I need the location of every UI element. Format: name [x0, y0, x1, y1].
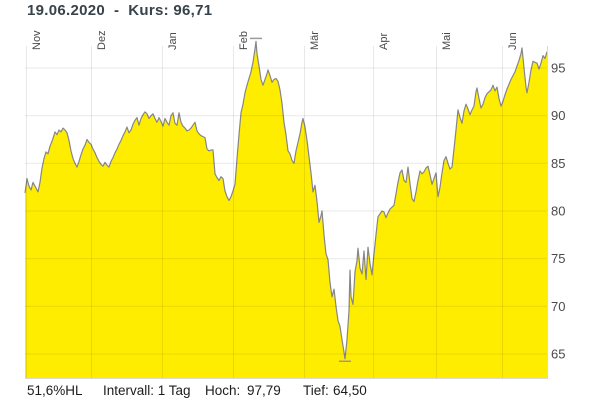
chart-title: 19.06.2020 - Kurs: 96,71 — [27, 2, 213, 19]
percent-hl-value: 51,6%HL — [27, 383, 83, 398]
high-value: 97,79 — [247, 383, 281, 398]
y-axis-price-label: 85 — [551, 156, 565, 171]
y-axis-price-label: 95 — [551, 61, 565, 76]
x-axis-month-label: Feb — [238, 31, 250, 50]
price-area — [25, 41, 547, 379]
high-label: Hoch: — [205, 383, 241, 398]
low-label: Tief: — [303, 383, 329, 398]
interval-value: Intervall: 1 Tag — [103, 383, 191, 398]
x-axis-month-label: Jun — [507, 32, 519, 50]
y-axis-price-label: 80 — [551, 204, 565, 219]
chart-footer: 51,6%HL Intervall: 1 Tag Hoch: 97,79 Tie… — [0, 379, 614, 402]
x-axis-month-label: Mai — [441, 32, 453, 50]
x-axis-month-label: Nov — [31, 30, 43, 50]
y-axis-price-label: 70 — [551, 299, 565, 314]
y-axis-price-label: 75 — [551, 251, 565, 266]
x-axis-month-label: Dez — [96, 30, 108, 50]
low-value: 64,50 — [333, 383, 367, 398]
y-axis-price-label: 65 — [551, 347, 565, 362]
x-axis-month-label: Mär — [309, 31, 321, 50]
y-axis-price-label: 90 — [551, 108, 565, 123]
x-axis-month-label: Apr — [378, 33, 390, 50]
price-line — [24, 40, 548, 360]
x-axis-month-label: Jan — [167, 32, 179, 50]
